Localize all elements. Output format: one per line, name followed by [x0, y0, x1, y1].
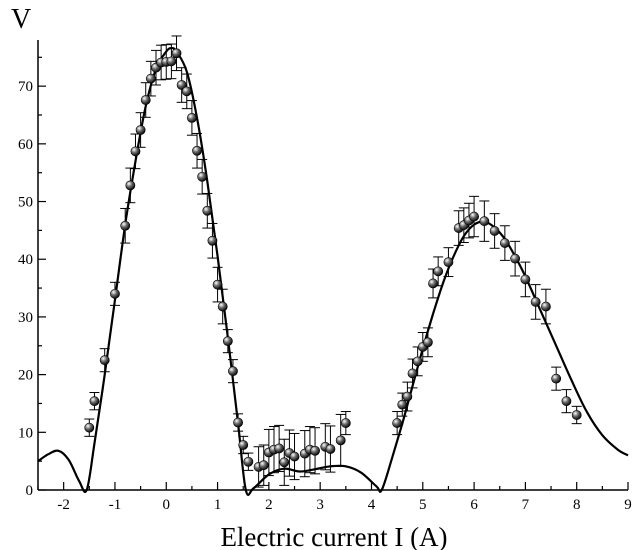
- data-point: [571, 410, 582, 420]
- data-point: [530, 297, 541, 307]
- data-point: [233, 417, 243, 428]
- data-point: [238, 440, 249, 450]
- data-point: [443, 257, 454, 268]
- data-point: [340, 418, 351, 428]
- data-point: [228, 366, 238, 377]
- x-tick-label: 7: [522, 497, 530, 513]
- label-layer: V Electric current I (A): [11, 4, 448, 550]
- data-point: [171, 48, 182, 59]
- x-tick-label: 3: [316, 497, 324, 513]
- data-point: [499, 238, 510, 248]
- data-point: [279, 457, 290, 468]
- data-point: [407, 368, 418, 379]
- data-point: [325, 444, 336, 454]
- data-point: [392, 418, 403, 428]
- x-tick-label: 9: [624, 497, 632, 513]
- data-point: [207, 235, 218, 246]
- data-point: [274, 443, 285, 454]
- data-point: [99, 355, 110, 366]
- y-tick-label: 50: [18, 195, 33, 211]
- y-axis-title: V: [11, 4, 31, 35]
- x-tick-label: 6: [470, 497, 478, 513]
- y-tick-label: 30: [18, 310, 33, 326]
- y-tick-label: 40: [18, 252, 33, 268]
- data-point: [120, 220, 131, 231]
- data-point: [335, 435, 346, 446]
- data-point: [166, 56, 177, 67]
- axes: -2 -1 0 1 2 3 4 5 6 7 8 9 0 10 20 30 40 50 60 70: [18, 40, 632, 513]
- y-tick-label: 20: [18, 368, 33, 384]
- data-point: [520, 274, 531, 285]
- data-point: [258, 460, 269, 471]
- data-point: [469, 211, 479, 222]
- data-point: [89, 396, 100, 407]
- x-tick-label: 4: [368, 497, 376, 513]
- error-bar-layer: [84, 35, 582, 488]
- data-point: [110, 288, 120, 299]
- data-point: [202, 205, 213, 216]
- fit-curve-layer: [37, 46, 629, 496]
- data-point: [428, 278, 438, 289]
- data-point: [222, 336, 233, 347]
- data-point: [197, 171, 208, 182]
- data-point: [412, 356, 423, 367]
- x-axis-title: Electric current I (A): [220, 522, 447, 550]
- data-point: [551, 373, 562, 384]
- data-point: [212, 279, 223, 290]
- data-point: [310, 445, 320, 456]
- data-point: [192, 145, 202, 156]
- y-tick-label: 60: [18, 137, 33, 153]
- x-tick-label: -2: [57, 497, 70, 513]
- data-point: [135, 125, 146, 135]
- data-point: [510, 253, 521, 264]
- data-point: [187, 112, 197, 123]
- data-point: [130, 146, 141, 157]
- data-point: [479, 216, 490, 227]
- data-point: [125, 180, 136, 191]
- data-point: [561, 396, 572, 407]
- x-tick-label: -1: [109, 497, 122, 513]
- data-point: [541, 301, 551, 312]
- data-point-layer: [84, 48, 582, 472]
- data-point: [84, 422, 95, 433]
- data-point: [176, 80, 187, 90]
- data-point: [489, 226, 500, 236]
- data-point: [145, 73, 156, 84]
- y-tick-label: 0: [26, 483, 34, 499]
- fit-curve: [37, 46, 629, 496]
- x-tick-label: 5: [419, 497, 427, 513]
- x-tick-label: 0: [163, 497, 171, 513]
- x-tick-label: 1: [214, 497, 222, 513]
- x-tick-label: 8: [573, 497, 581, 513]
- data-point: [140, 95, 151, 105]
- data-point: [397, 399, 408, 410]
- y-tick-label: 70: [18, 79, 33, 95]
- data-point: [289, 451, 300, 462]
- data-point: [423, 337, 433, 348]
- data-point: [181, 86, 192, 97]
- data-point: [433, 266, 444, 277]
- data-point: [402, 391, 413, 402]
- x-tick-label: 2: [265, 497, 273, 513]
- data-point: [217, 301, 228, 312]
- y-tick-label: 10: [18, 425, 33, 441]
- data-point: [243, 456, 254, 467]
